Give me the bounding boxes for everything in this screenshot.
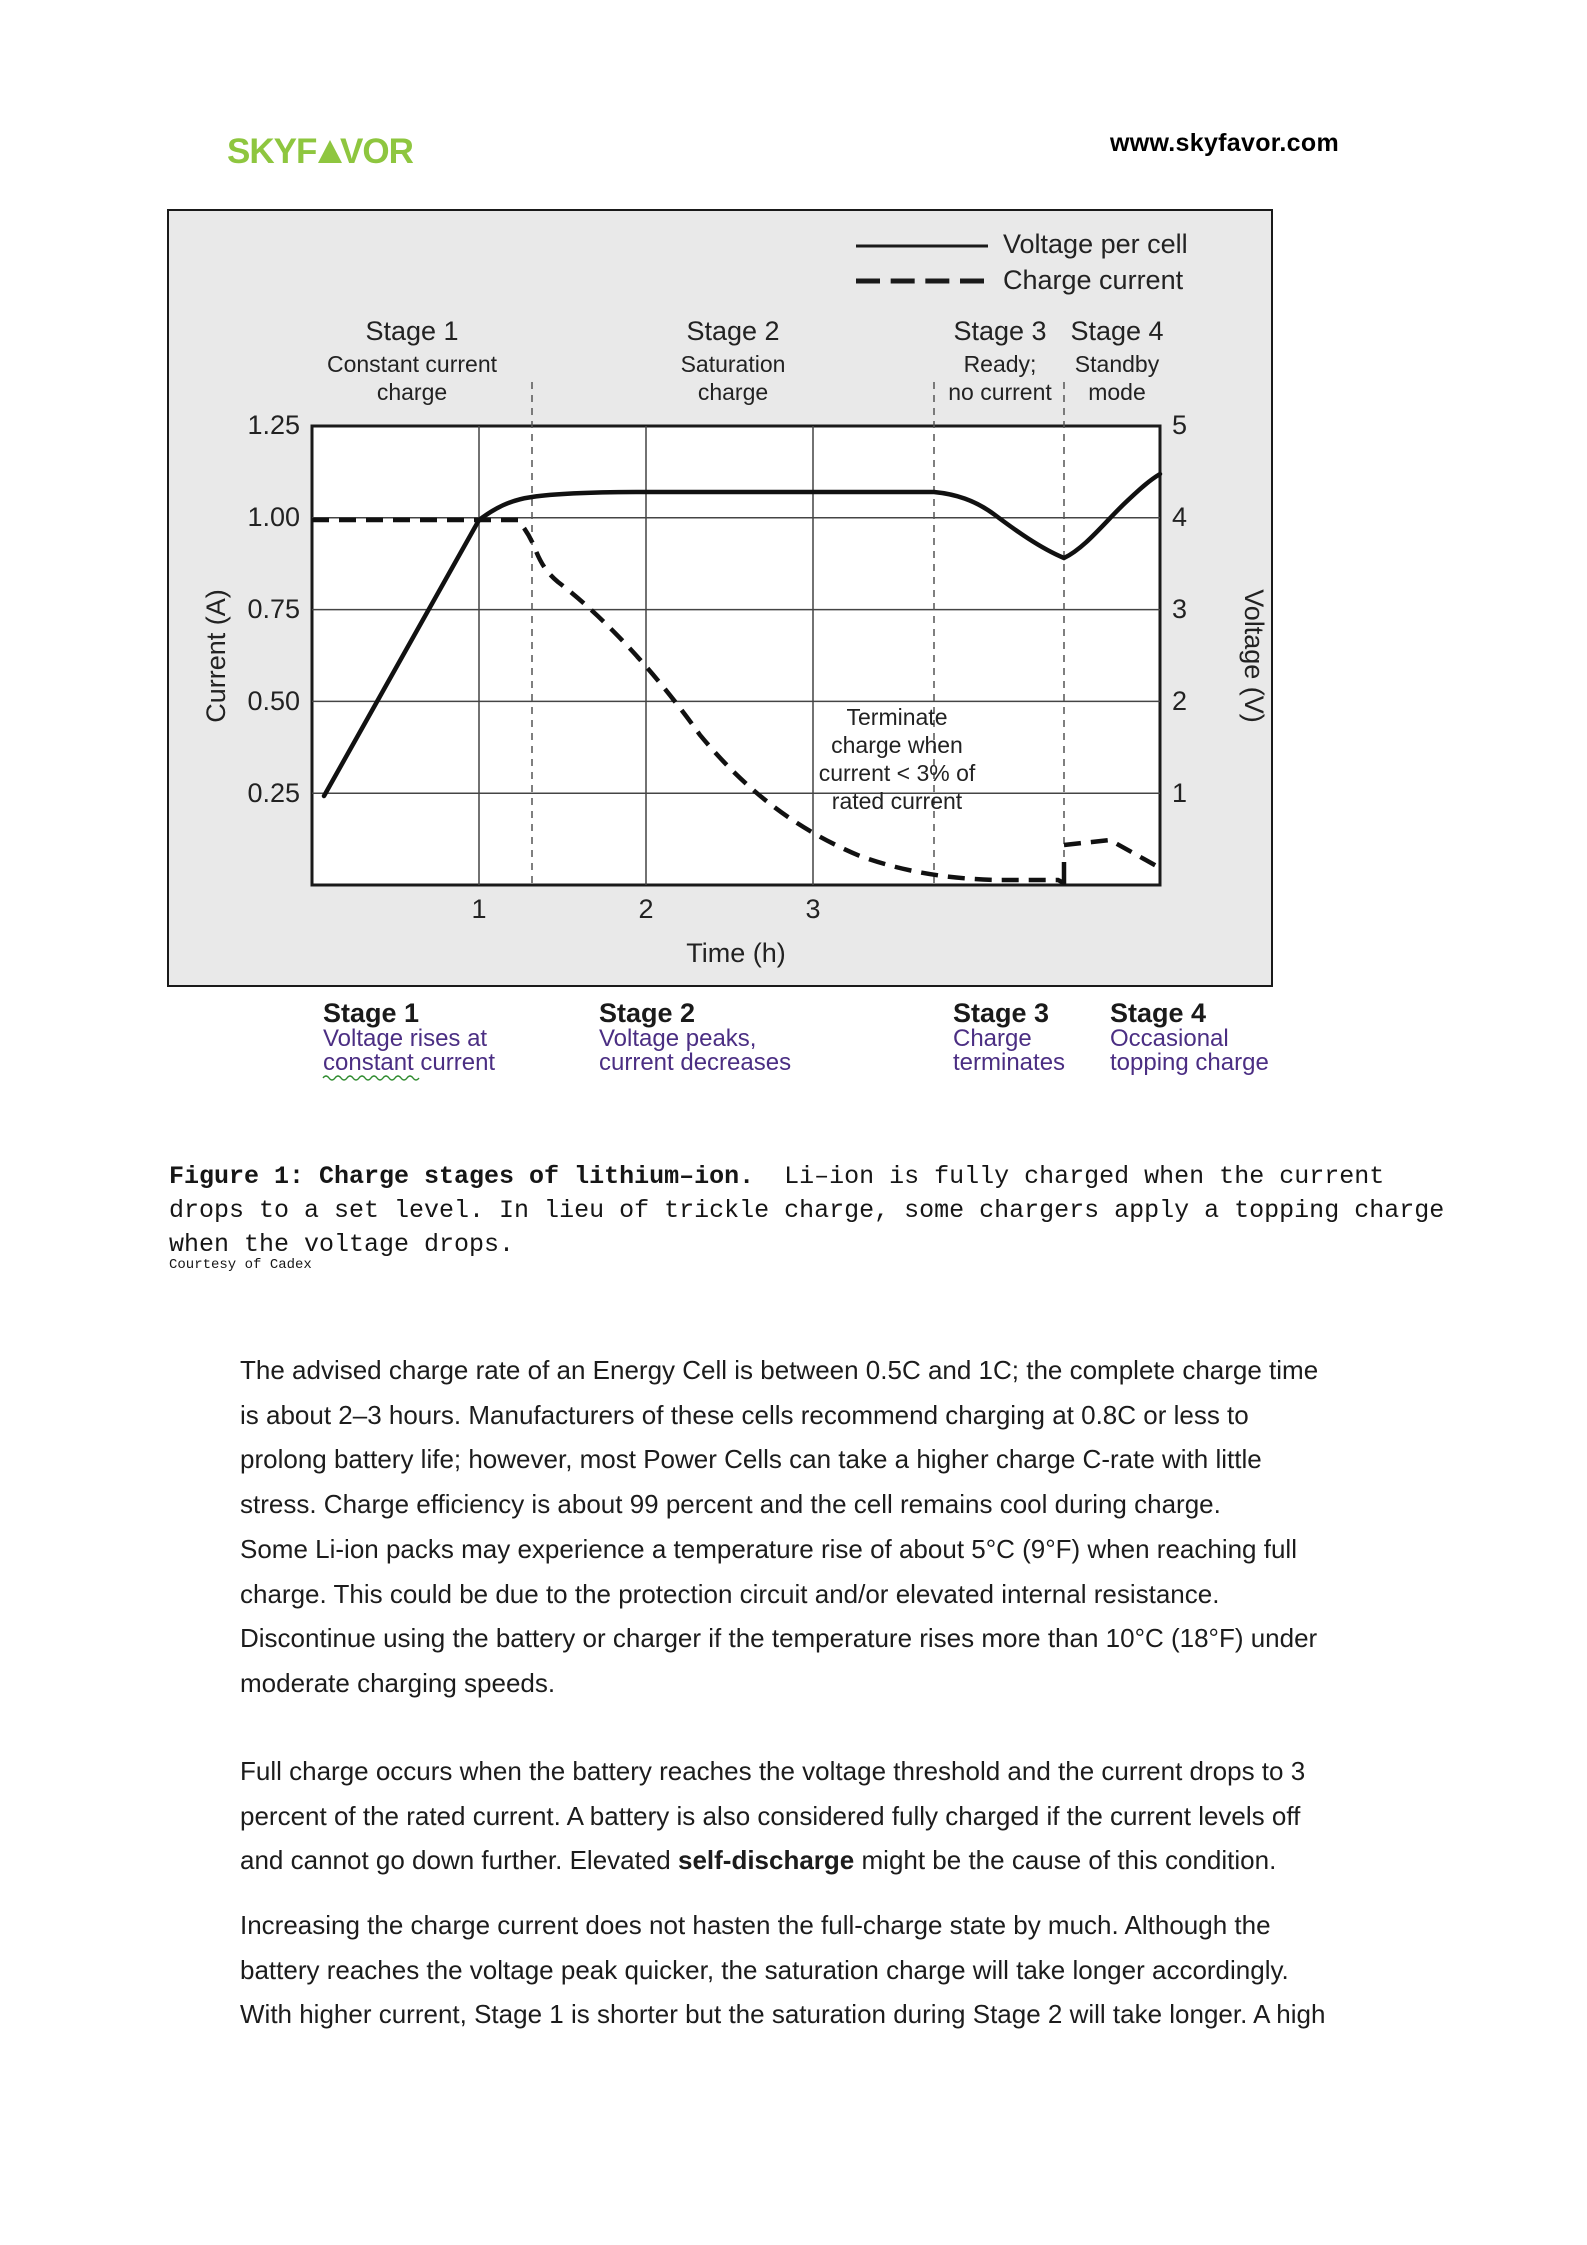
svg-text:Stage 4: Stage 4 [1110, 998, 1206, 1028]
svg-text:Occasional: Occasional [1110, 1025, 1229, 1052]
svg-text:Charge: Charge [953, 1025, 1032, 1052]
svg-text:5: 5 [1172, 410, 1187, 440]
svg-text:Voltage per cell: Voltage per cell [1003, 229, 1188, 259]
svg-text:3: 3 [805, 894, 820, 924]
svg-text:Stage 1: Stage 1 [365, 316, 458, 346]
svg-text:charge: charge [698, 379, 768, 405]
svg-text:Time (h): Time (h) [686, 938, 786, 968]
svg-text:1.00: 1.00 [247, 502, 300, 532]
svg-text:no current: no current [948, 379, 1052, 405]
svg-text:0.25: 0.25 [247, 778, 300, 808]
svg-text:Voltage (V): Voltage (V) [1239, 589, 1269, 723]
svg-text:1.25: 1.25 [247, 410, 300, 440]
svg-text:topping charge: topping charge [1110, 1049, 1269, 1076]
svg-text:3: 3 [1172, 594, 1187, 624]
svg-text:0.75: 0.75 [247, 594, 300, 624]
svg-text:Constant current: Constant current [327, 351, 498, 377]
svg-text:Voltage peaks,: Voltage peaks, [599, 1025, 756, 1052]
svg-text:Stage 2: Stage 2 [686, 316, 779, 346]
svg-text:charge when: charge when [831, 732, 963, 758]
svg-text:rated current: rated current [832, 788, 963, 814]
svg-text:Ready;: Ready; [964, 351, 1037, 377]
svg-text:Stage 2: Stage 2 [599, 998, 695, 1028]
svg-text:Stage 4: Stage 4 [1070, 316, 1163, 346]
svg-text:Stage 3: Stage 3 [953, 316, 1046, 346]
svg-text:current decreases: current decreases [599, 1049, 791, 1076]
svg-text:charge: charge [377, 379, 447, 405]
svg-text:2: 2 [1172, 686, 1187, 716]
svg-text:2: 2 [638, 894, 653, 924]
svg-text:4: 4 [1172, 502, 1187, 532]
svg-text:mode: mode [1088, 379, 1146, 405]
svg-text:Voltage rises at: Voltage rises at [323, 1025, 487, 1052]
svg-text:Standby: Standby [1075, 351, 1160, 377]
svg-text:1: 1 [1172, 778, 1187, 808]
svg-text:Terminate: Terminate [847, 704, 948, 730]
svg-text:Stage 3: Stage 3 [953, 998, 1049, 1028]
svg-text:Saturation: Saturation [681, 351, 786, 377]
svg-text:Current (A): Current (A) [201, 589, 231, 723]
svg-text:Stage 1: Stage 1 [323, 998, 419, 1028]
svg-text:1: 1 [471, 894, 486, 924]
svg-text:current < 3% of: current < 3% of [819, 760, 976, 786]
svg-text:Charge current: Charge current [1003, 265, 1184, 295]
svg-text:constant current: constant current [323, 1049, 495, 1076]
svg-text:terminates: terminates [953, 1049, 1065, 1076]
svg-text:0.50: 0.50 [247, 686, 300, 716]
